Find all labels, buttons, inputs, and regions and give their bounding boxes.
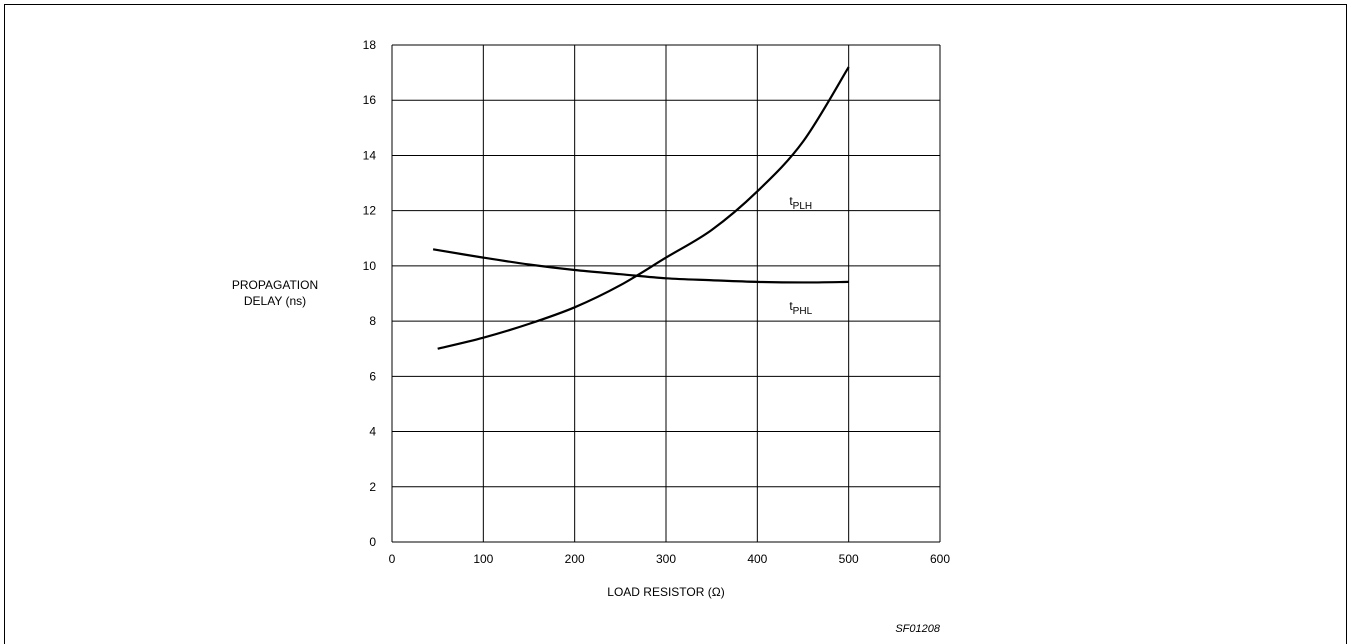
x-tick-label-400: 400 xyxy=(747,552,767,566)
y-tick-label-10: 10 xyxy=(363,259,377,273)
x-tick-label-500: 500 xyxy=(839,552,859,566)
y-tick-label-14: 14 xyxy=(363,148,377,162)
series-label-sub: PHL xyxy=(793,306,813,317)
grid xyxy=(391,44,941,543)
y-tick-label-16: 16 xyxy=(363,93,377,107)
series-line-tPHL xyxy=(432,248,849,284)
series-label-tPHL: tPHL xyxy=(789,299,812,317)
x-tick-label-100: 100 xyxy=(473,552,493,566)
tick-labels: 0 100 200 300 400 500 600 0 2 4 6 8 10 12 14 16 18 xyxy=(363,38,951,566)
x-tick-label-300: 300 xyxy=(656,552,676,566)
x-tick-label-200: 200 xyxy=(565,552,585,566)
x-tick-label-0: 0 xyxy=(389,552,396,566)
x-axis-label: LOAD RESISTOR (Ω) xyxy=(607,585,724,599)
figure-reference: SF01208 xyxy=(895,623,941,635)
y-tick-label-0: 0 xyxy=(369,535,376,549)
series-label-main: t xyxy=(789,194,793,208)
x-tick-label-600: 600 xyxy=(930,552,950,566)
y-tick-label-12: 12 xyxy=(363,204,377,218)
y-tick-label-4: 4 xyxy=(369,425,376,439)
y-axis-label-line2: DELAY (ns) xyxy=(244,294,306,308)
y-tick-label-18: 18 xyxy=(363,38,377,52)
series-label-tPLH: tPLH xyxy=(789,194,812,212)
series-line-tPLH xyxy=(437,66,850,350)
y-tick-label-8: 8 xyxy=(369,314,376,328)
series-label-sub: PLH xyxy=(793,201,812,212)
y-tick-label-2: 2 xyxy=(369,480,376,494)
series-lines xyxy=(432,66,850,350)
series-label-main: t xyxy=(789,299,793,313)
y-axis-label-line1: PROPAGATION xyxy=(232,278,318,292)
figure-frame xyxy=(4,4,1347,644)
y-tick-label-6: 6 xyxy=(369,369,376,383)
